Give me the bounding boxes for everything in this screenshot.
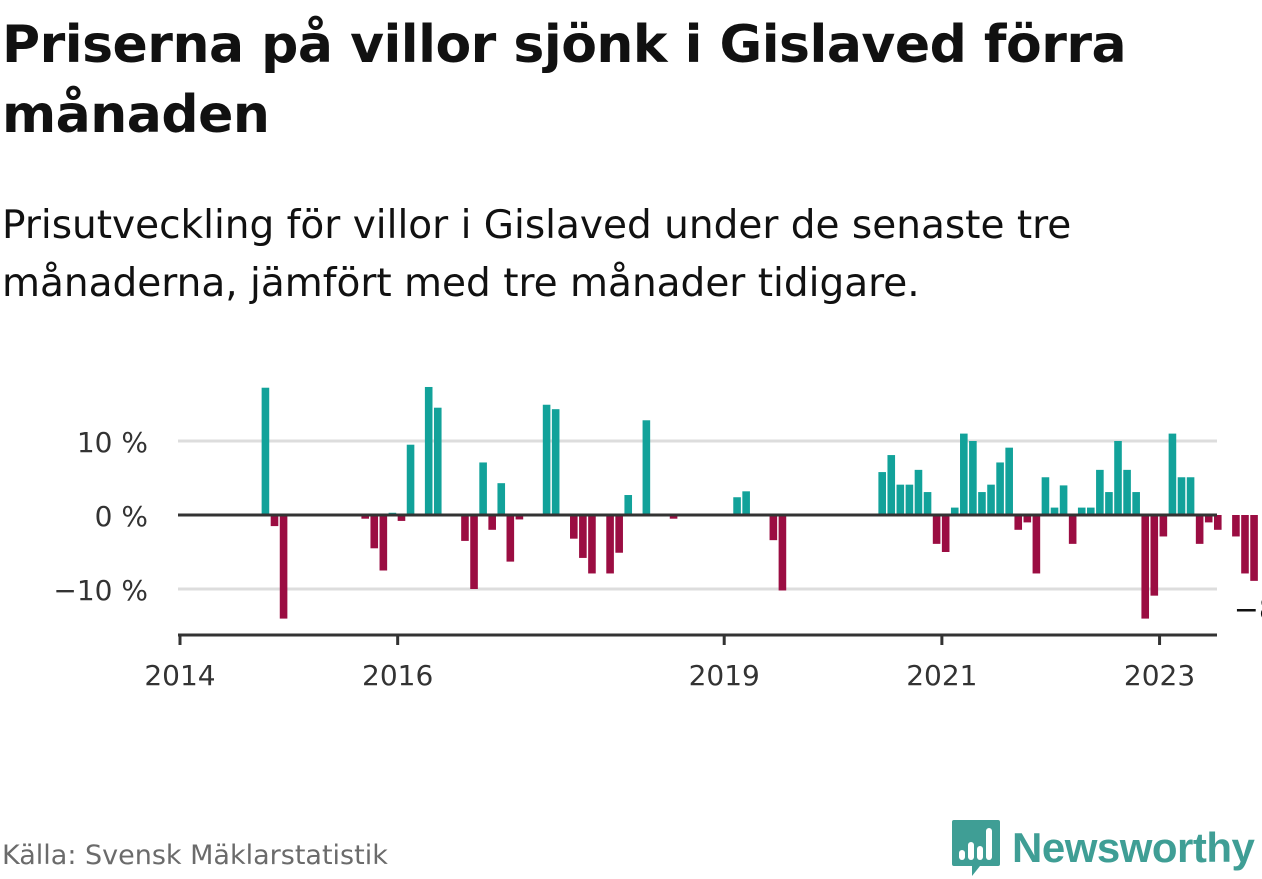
bar-2017-10 [588,515,596,574]
bar-2022-07 [1105,492,1113,515]
bar-2016-05 [433,407,442,515]
bar-2014-12 [279,515,288,619]
bar-undefined [1213,515,1222,530]
y-tick-label: 10 % [77,426,148,459]
bar-2022-02 [1059,485,1068,515]
bar-2021-08 [1005,447,1013,515]
bar-2017-12 [606,515,614,574]
bar-2015-09 [361,515,369,519]
bar-2017-06 [551,409,560,515]
x-tick-label: 2014 [144,659,215,692]
bar-2017-09 [579,515,587,558]
labels: 10 % 0 % −10 % 2014 2016 2019 2021 2023 −8 % [53,426,1262,692]
bar-undefined [1195,515,1204,544]
bar-2022-03 [1068,515,1077,544]
bar-2020-09 [905,484,914,515]
bar-2021-05 [978,492,986,515]
bar-2016-11 [488,515,496,530]
gridlines [178,439,1217,591]
bar-2015-10 [370,515,379,549]
bars [261,386,1258,619]
axes [178,513,1217,645]
bar-2014-10 [261,387,270,515]
bar-2023-01 [1159,515,1168,537]
bar-2022-09 [1123,469,1131,515]
bar-2015-11 [379,515,388,571]
bar-2019-02 [733,497,741,515]
bar-2020-10 [914,469,923,515]
x-tick-label: 2023 [1124,659,1195,692]
bar-2023-02 [1168,433,1177,515]
bar-2018-01 [615,515,623,553]
bar-undefined [1186,477,1195,515]
bar-2021-02 [950,507,959,515]
bar-2018-07 [669,515,678,519]
bar-2022-01 [1050,507,1059,515]
bar-2014-11 [270,515,279,527]
bar-2022-05 [1087,507,1095,515]
bar-2016-01 [397,515,406,521]
bar-2019-06 [769,515,778,541]
brand-name: Newsworthy [1012,824,1255,871]
bar-2021-01 [941,515,950,552]
bar-2022-10 [1132,492,1140,515]
bar-2021-09 [1014,515,1023,530]
bar-2022-04 [1077,507,1086,515]
bar-2016-12 [497,483,506,515]
bar-undefined [1241,515,1249,574]
bar-2019-07 [778,515,787,591]
x-tick-label: 2021 [906,659,977,692]
bar-2018-04 [642,420,651,515]
bar-2020-12 [932,515,941,544]
bar-2021-12 [1041,477,1050,515]
y-tick-label: −10 % [53,574,148,607]
x-tick-label: 2016 [362,659,433,692]
chart-subtitle: Prisutveckling för villor i Gislaved und… [2,203,1072,306]
brand-logo[interactable]: Newsworthy [950,818,1255,878]
bar-undefined [1204,515,1213,523]
bar-2022-11 [1141,515,1150,619]
bar-2021-03 [960,433,968,515]
bar-2021-06 [987,484,995,515]
x-tick-label: 2019 [689,659,760,692]
bar-2020-07 [887,455,896,515]
bar-2020-08 [896,484,905,515]
bar-2017-05 [542,404,551,515]
bar-2016-09 [470,515,478,589]
newsworthy-logo-icon [952,820,1000,876]
bar-undefined [1250,515,1258,581]
bar-2021-11 [1032,515,1041,574]
bar-chart: 10 % 0 % −10 % 2014 2016 2019 2021 2023 −8 % [53,386,1262,692]
last-value-label: −8 % [1234,592,1262,627]
source-note: Källa: Svensk Mäklarstatistik [2,840,388,871]
bar-2020-11 [923,492,932,515]
bar-2016-10 [479,462,487,515]
bar-2016-02 [406,444,415,515]
bar-2017-02 [515,515,524,520]
bar-2021-04 [969,441,977,515]
bar-2020-06 [878,472,886,515]
bar-2021-07 [996,462,1004,515]
bar-2017-08 [570,515,578,539]
bar-2021-10 [1023,515,1032,523]
bar-2017-01 [506,515,515,562]
y-tick-label: 0 % [95,500,148,533]
bar-2016-04 [424,386,433,515]
bar-2022-08 [1114,441,1122,515]
bar-2016-08 [461,515,469,541]
bar-undefined [1177,477,1186,515]
bar-2022-12 [1150,515,1159,596]
bar-2022-06 [1096,469,1104,515]
chart-title: Priserna på villor sjönk i Gislaved förr… [2,15,1127,145]
bar-undefined [1232,515,1240,537]
bar-2018-02 [624,495,633,515]
bar-2019-03 [742,491,750,515]
